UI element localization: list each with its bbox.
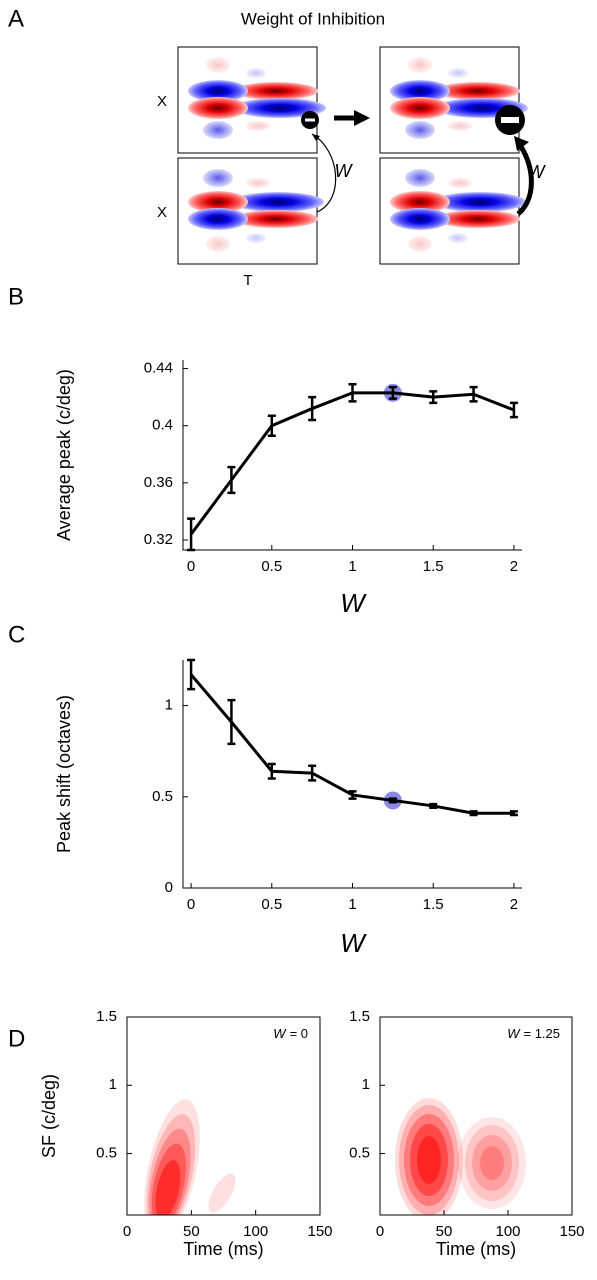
error-bar	[187, 658, 196, 691]
x-axis-label: Time (ms)	[436, 1239, 516, 1259]
x-axis-label: W	[340, 928, 367, 958]
arrow-head	[312, 134, 320, 141]
x-tick-label: 1.5	[423, 558, 444, 575]
annotation-part: W	[507, 1026, 521, 1041]
x-tick-label: 100	[495, 1223, 520, 1240]
error-bar	[388, 797, 397, 804]
annotation: W = 1.25	[507, 1026, 560, 1041]
panel-letter: B	[8, 283, 24, 310]
weight-label: W	[528, 162, 547, 182]
diagram-title: Weight of Inhibition	[241, 9, 385, 28]
error-bar	[267, 762, 276, 780]
y-tick-label: 0.4	[152, 417, 173, 434]
error-bar	[187, 517, 196, 552]
minus-sign	[501, 117, 519, 123]
error-bar	[348, 790, 357, 800]
panel-letter: A	[8, 5, 24, 32]
y-tick-label: 0.36	[144, 474, 173, 491]
annotation-part: = 1.25	[523, 1026, 560, 1041]
x-tick-label: 0	[187, 558, 195, 575]
x-tick-label: 150	[559, 1223, 584, 1240]
x-tick-label: 0.5	[261, 896, 282, 913]
axis-line	[182, 360, 522, 551]
y-tick-label: 1	[165, 697, 173, 714]
receptive-field	[177, 46, 327, 154]
y-axis-label: SF (c/deg)	[39, 1074, 59, 1158]
y-tick-label: 1.5	[96, 1008, 117, 1025]
x-tick-label: 100	[243, 1223, 268, 1240]
error-bar	[348, 383, 357, 403]
y-tick-label: 0	[165, 879, 173, 896]
row-label: X	[157, 93, 167, 110]
y-tick-label: 0.5	[152, 788, 173, 805]
x-tick-label: 1	[348, 896, 356, 913]
x-tick-label: 0	[376, 1223, 384, 1240]
error-bar	[469, 385, 478, 403]
receptive-field	[379, 157, 527, 265]
x-tick-label: 0	[123, 1223, 131, 1240]
x-tick-label: 150	[307, 1223, 332, 1240]
weight-label: W	[335, 161, 354, 181]
error-bar	[308, 395, 317, 422]
x-axis-label: W	[340, 588, 367, 618]
y-tick-label: 1	[362, 1076, 370, 1093]
contour-blobs	[395, 1098, 526, 1215]
panel-letter: D	[8, 1025, 25, 1052]
error-bar	[509, 401, 518, 419]
x-tick-label: 0	[187, 896, 195, 913]
y-tick-label: 0.44	[144, 360, 173, 377]
x-axis-label: Time (ms)	[183, 1239, 263, 1259]
annotation: W = 0	[273, 1026, 308, 1041]
error-bar	[227, 465, 236, 495]
receptive-field	[379, 46, 529, 154]
diagram: Weight of Inhibition X X T W W	[157, 9, 547, 288]
weight-arrow	[311, 133, 337, 213]
error-bar	[509, 810, 518, 817]
error-bar	[429, 390, 438, 405]
error-bar	[308, 764, 317, 782]
x-tick-label: 50	[183, 1223, 200, 1240]
weight-arrow	[516, 143, 534, 216]
y-axis-label: Average peak (c/deg)	[54, 369, 74, 541]
error-bar	[388, 385, 397, 400]
y-tick-label: 1	[109, 1076, 117, 1093]
x-tick-label: 0.5	[261, 558, 282, 575]
annotation-part: W	[273, 1026, 287, 1041]
error-bar	[429, 802, 438, 809]
annotation-part: = 0	[290, 1026, 308, 1041]
arrow-head	[354, 110, 370, 126]
contour-blobs	[144, 1099, 236, 1215]
row-label: X	[157, 204, 167, 221]
x-tick-label: 2	[510, 896, 518, 913]
axis-line	[182, 660, 522, 889]
minus-sign	[305, 118, 315, 122]
x-tick-label: 1.5	[423, 896, 444, 913]
x-tick-label: 2	[510, 558, 518, 575]
line	[189, 391, 515, 536]
panel-letter: C	[8, 621, 25, 648]
error-bar	[469, 810, 478, 817]
x-tick-label: 1	[348, 558, 356, 575]
arrow-head	[514, 136, 529, 151]
x-tick-label: 50	[436, 1223, 453, 1240]
plot-frame	[126, 1016, 321, 1216]
receptive-field	[177, 157, 325, 265]
error-bar	[227, 698, 236, 746]
plot-frame	[379, 1016, 573, 1216]
column-label: T	[243, 272, 252, 289]
error-bar	[267, 414, 276, 437]
y-tick-label: 0.32	[144, 531, 173, 548]
y-tick-label: 0.5	[96, 1145, 117, 1162]
y-tick-label: 0.5	[349, 1145, 370, 1162]
y-axis-label: Peak shift (octaves)	[54, 695, 74, 853]
y-tick-label: 1.5	[349, 1008, 370, 1025]
